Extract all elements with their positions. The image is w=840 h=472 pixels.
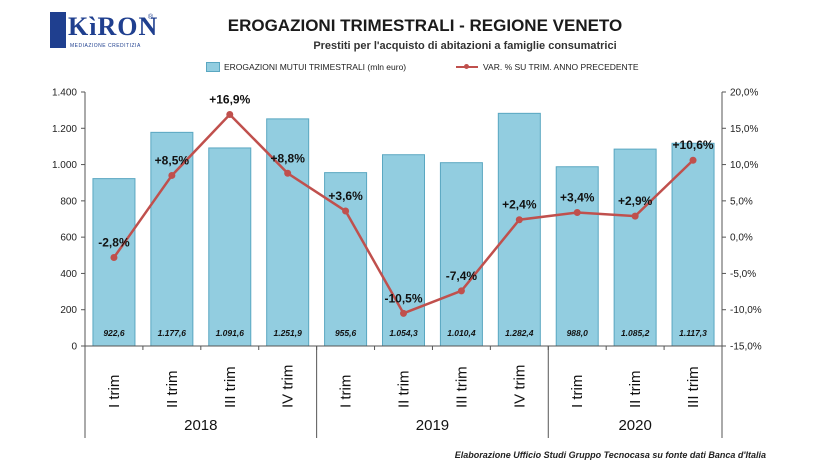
x-category-label: III trim (222, 366, 239, 408)
plot-frame (84, 92, 723, 347)
x-category-labels: I trim II trim III trim IV trim I trim II tri… (84, 346, 702, 409)
bar-value-label: 1.282,4 (505, 328, 534, 338)
left-axis-tick-label: 600 (60, 233, 77, 244)
chart-subtitle: Prestiti per l'acquisto di abitazioni a … (313, 40, 617, 52)
right-axis-tick-label: 0,0% (730, 233, 753, 244)
bar-value-label: 1.177,6 (158, 328, 187, 338)
x-category-label: I trim (569, 375, 586, 408)
bar (382, 154, 425, 347)
right-axis-tick-label: 10,0% (730, 160, 758, 171)
left-axis-tick-label: 1.200 (52, 124, 77, 135)
logo-emblem (50, 12, 66, 48)
line-value-label: +3,4% (560, 190, 595, 204)
line-value-label: -10,5% (384, 291, 422, 305)
right-axis-tick-label: 5,0% (730, 196, 753, 207)
line-value-labels: -2,8% +8,5% +16,9% +8,8% +3,6% -10,5% -7,4% +2,… (98, 92, 714, 305)
line-value-label: -7,4% (446, 269, 478, 283)
source-note: Elaborazione Ufficio Studi Gruppo Tecnoc… (454, 450, 766, 460)
right-axis-tick-label: -5,0% (730, 269, 756, 280)
bar (497, 112, 541, 347)
left-axis-tick-label: 1.400 (52, 88, 77, 99)
logo-tagline: MEDIAZIONE CREDITIZIA (70, 43, 141, 49)
line-point (515, 216, 523, 224)
x-category-label: I trim (106, 375, 123, 408)
legend-item-bars: EROGAZIONI MUTUI TRIMESTRALI (mln euro) (206, 62, 406, 72)
legend-line-swatch (456, 64, 478, 69)
bar-value-label: 1.054,3 (389, 328, 418, 338)
line-value-label: +2,4% (502, 198, 537, 212)
right-axis-tick-label: 15,0% (730, 124, 758, 135)
bar-value-label: 922,6 (103, 328, 125, 338)
line-value-label: +8,8% (271, 151, 306, 165)
bar-value-label: 955,6 (335, 328, 357, 338)
line-point (457, 287, 465, 295)
bar-value-label: 988,0 (567, 328, 589, 338)
line-point (400, 309, 407, 317)
line-point (284, 169, 292, 177)
kiron-logo: KìRON ® MEDIAZIONE CREDITIZIA (50, 12, 162, 54)
bar (150, 131, 194, 347)
line-value-label: +16,9% (209, 92, 250, 106)
line-point (631, 212, 639, 220)
year-label: 2019 (416, 417, 449, 434)
right-axis-tick-label: -15,0% (730, 342, 762, 353)
logo-wordmark: KìRON (68, 12, 159, 41)
legend-item-line: VAR. % SU TRIM. ANNO PRECEDENTE (456, 62, 639, 72)
legend-bars-label: EROGAZIONI MUTUI TRIMESTRALI (mln euro) (224, 62, 407, 72)
bar-value-label: 1.117,3 (679, 328, 707, 338)
right-axis-tick-label: 20,0% (730, 88, 758, 99)
year-label: 2018 (184, 417, 217, 434)
legend-bar-swatch (206, 62, 220, 72)
x-category-label: III trim (453, 366, 470, 408)
bar (555, 166, 599, 347)
bar-value-label: 1.085,2 (621, 328, 650, 338)
right-axis-tick-label: -10,0% (730, 305, 762, 316)
line-value-label: +3,6% (328, 189, 363, 203)
line-value-label: +8,5% (155, 153, 190, 167)
bar (92, 178, 136, 347)
bar (671, 142, 715, 347)
bar-value-label: 1.010,4 (447, 328, 476, 338)
line-point (342, 207, 350, 215)
chart-legend: EROGAZIONI MUTUI TRIMESTRALI (mln euro) … (0, 62, 840, 76)
bar-value-label: 1.091,6 (216, 328, 245, 338)
bar (613, 148, 657, 347)
bar-value-label: 1.251,9 (273, 328, 302, 338)
x-category-label: II trim (164, 371, 181, 409)
line-point (110, 253, 118, 261)
x-category-label: II trim (396, 371, 413, 409)
bar (439, 162, 483, 347)
line-point (226, 110, 234, 118)
x-category-label: I trim (338, 375, 355, 408)
left-axis-tick-label: 200 (60, 305, 77, 316)
x-category-label: IV trim (280, 365, 297, 408)
year-label: 2020 (618, 417, 651, 434)
chart-title: EROGAZIONI TRIMESTRALI - REGIONE VENETO (227, 16, 623, 35)
x-category-label: III trim (685, 366, 702, 408)
line-point (168, 171, 176, 179)
left-axis-tick-label: 1.000 (52, 160, 77, 171)
bar (208, 147, 252, 347)
right-axis-ticks: -15,0% -10,0% -5,0% 0,0% 5,0% 10,0% 15,0% 20,0% (722, 88, 762, 353)
line-point (573, 208, 581, 216)
x-category-label: IV trim (511, 365, 528, 408)
line-points (110, 110, 697, 317)
line-value-label: -2,8% (98, 235, 130, 249)
left-axis-tick-label: 0 (71, 342, 77, 353)
line-value-label: +2,9% (618, 194, 653, 208)
line-point (689, 156, 697, 164)
logo-registered-mark: ® (148, 14, 154, 21)
bar-value-labels: 922,6 1.177,6 1.091,6 1.251,9 955,6 1.054,3 1.… (103, 328, 707, 338)
left-axis-ticks: 0 200 400 600 800 1.000 1.200 1.400 (52, 88, 85, 353)
legend-line-label: VAR. % SU TRIM. ANNO PRECEDENTE (483, 62, 639, 72)
bars-series (92, 112, 715, 347)
line-value-label: +10,6% (673, 138, 714, 152)
x-category-label: II trim (627, 371, 644, 409)
year-labels: 2018 2019 2020 (84, 346, 723, 438)
left-axis-tick-label: 400 (60, 269, 77, 280)
left-axis-tick-label: 800 (60, 196, 77, 207)
